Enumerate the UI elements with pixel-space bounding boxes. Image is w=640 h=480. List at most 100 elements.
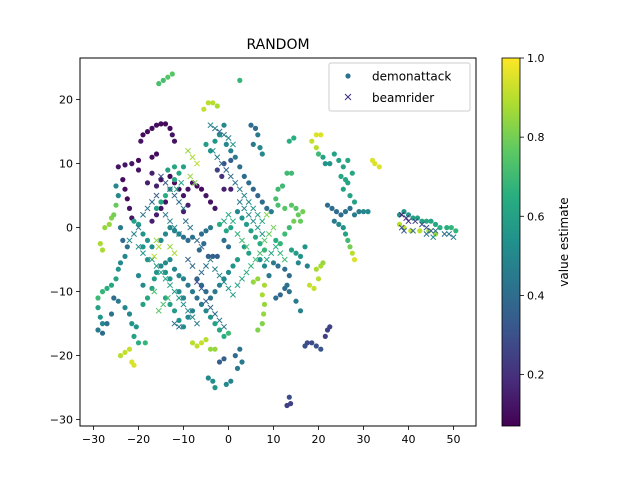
demonattack-point: [331, 151, 337, 157]
beamrider-point: [187, 224, 194, 231]
demonattack-point: [288, 202, 295, 208]
demonattack-point: [234, 257, 241, 263]
demonattack-point: [282, 266, 288, 272]
demonattack-point: [201, 106, 207, 112]
demonattack-point: [162, 121, 169, 127]
beamrider-point: [259, 231, 266, 237]
demonattack-point: [216, 359, 223, 365]
demonattack-point: [234, 365, 241, 371]
demonattack-point: [243, 221, 250, 227]
y-axis-ticks: −30 −20 −10 0 10 20: [50, 94, 80, 427]
demonattack-point: [104, 321, 110, 327]
demonattack-point: [205, 100, 211, 106]
beamrider-point: [140, 250, 146, 257]
beamrider-point: [214, 154, 221, 161]
demonattack-point: [288, 247, 295, 253]
demonattack-point: [293, 298, 299, 304]
demonattack-point: [131, 218, 137, 224]
demonattack-point: [117, 225, 124, 231]
demonattack-point: [203, 228, 209, 234]
beamrider-point: [176, 199, 182, 205]
demonattack-point: [149, 218, 155, 224]
plot-area: −30 −20 −10 0 10 20 30 40 50 −30 −20 −10 0 10 20: [50, 57, 477, 446]
beamrider-point: [178, 179, 185, 186]
demonattack-point: [225, 269, 232, 275]
demonattack-point: [273, 237, 279, 243]
beamrider-point: [171, 224, 178, 231]
beamrider-point: [441, 231, 448, 237]
demonattack-point: [333, 209, 340, 215]
demonattack-point: [122, 349, 128, 355]
demonattack-point: [300, 209, 306, 215]
demonattack-point: [212, 385, 218, 391]
beamrider-point: [221, 279, 227, 285]
beamrider-point: [209, 147, 216, 154]
beamrider-point: [207, 304, 214, 311]
demonattack-point: [212, 321, 218, 327]
demonattack-point: [115, 193, 121, 199]
demonattack-point: [140, 244, 146, 250]
demonattack-point: [313, 266, 319, 272]
beamrider-point: [158, 269, 164, 276]
beamrider-point: [212, 125, 218, 132]
beamrider-point: [151, 253, 158, 260]
colorbar-tick-label: 1.0: [527, 52, 545, 65]
demonattack-point: [351, 199, 358, 205]
demonattack-point: [225, 244, 232, 250]
beamrider-point: [185, 256, 191, 263]
demonattack-point: [342, 231, 349, 237]
demonattack-point: [257, 241, 263, 247]
demonattack-point: [257, 257, 263, 263]
beamrider-point: [203, 298, 209, 305]
demonattack-point: [124, 196, 130, 202]
demonattack-point: [376, 164, 382, 170]
demonattack-point: [95, 305, 101, 311]
demonattack-point: [194, 183, 200, 189]
beamrider-point: [239, 237, 245, 244]
demonattack-point: [345, 237, 351, 243]
beamrider-point: [131, 231, 137, 237]
beamrider-point: [248, 263, 254, 269]
demonattack-point: [162, 199, 169, 205]
beamrider-point: [250, 205, 257, 212]
beamrider-point: [428, 227, 434, 234]
demonattack-point: [156, 81, 162, 87]
demonattack-point: [158, 199, 164, 205]
demonattack-point: [246, 180, 252, 186]
demonattack-point: [169, 71, 175, 77]
demonattack-point: [203, 193, 209, 199]
beamrider-point: [194, 279, 200, 285]
demonattack-point: [165, 167, 171, 173]
demonattack-point: [149, 285, 155, 291]
beamrider-point: [398, 211, 405, 218]
demonattack-point: [115, 266, 121, 272]
demonattack-point: [120, 237, 126, 243]
demonattack-point: [185, 237, 191, 243]
beamrider-point: [266, 231, 272, 237]
legend-box: [328, 62, 471, 112]
demonattack-point: [255, 132, 261, 138]
demonattack-point: [234, 209, 241, 215]
demonattack-point: [167, 276, 173, 282]
beamrider-point: [153, 192, 160, 199]
demonattack-point: [207, 346, 214, 352]
points-layer: [95, 71, 459, 409]
beamrider-point: [185, 147, 191, 154]
demonattack-point: [165, 74, 171, 80]
demonattack-point: [313, 132, 319, 138]
demonattack-point: [448, 225, 454, 231]
demonattack-point: [417, 228, 423, 234]
demonattack-point: [232, 154, 238, 160]
demonattack-point: [225, 330, 232, 336]
demonattack-point: [315, 151, 322, 157]
demonattack-point: [336, 157, 342, 163]
demonattack-point: [268, 209, 274, 215]
demonattack-point: [232, 353, 238, 359]
demonattack-point: [221, 356, 227, 362]
colorbar-tick-label: 0.8: [527, 131, 545, 144]
demonattack-point: [277, 241, 283, 247]
demonattack-point: [158, 205, 164, 211]
beamrider-point: [430, 234, 437, 241]
beamrider-point: [189, 263, 196, 269]
beamrider-point: [423, 231, 430, 237]
